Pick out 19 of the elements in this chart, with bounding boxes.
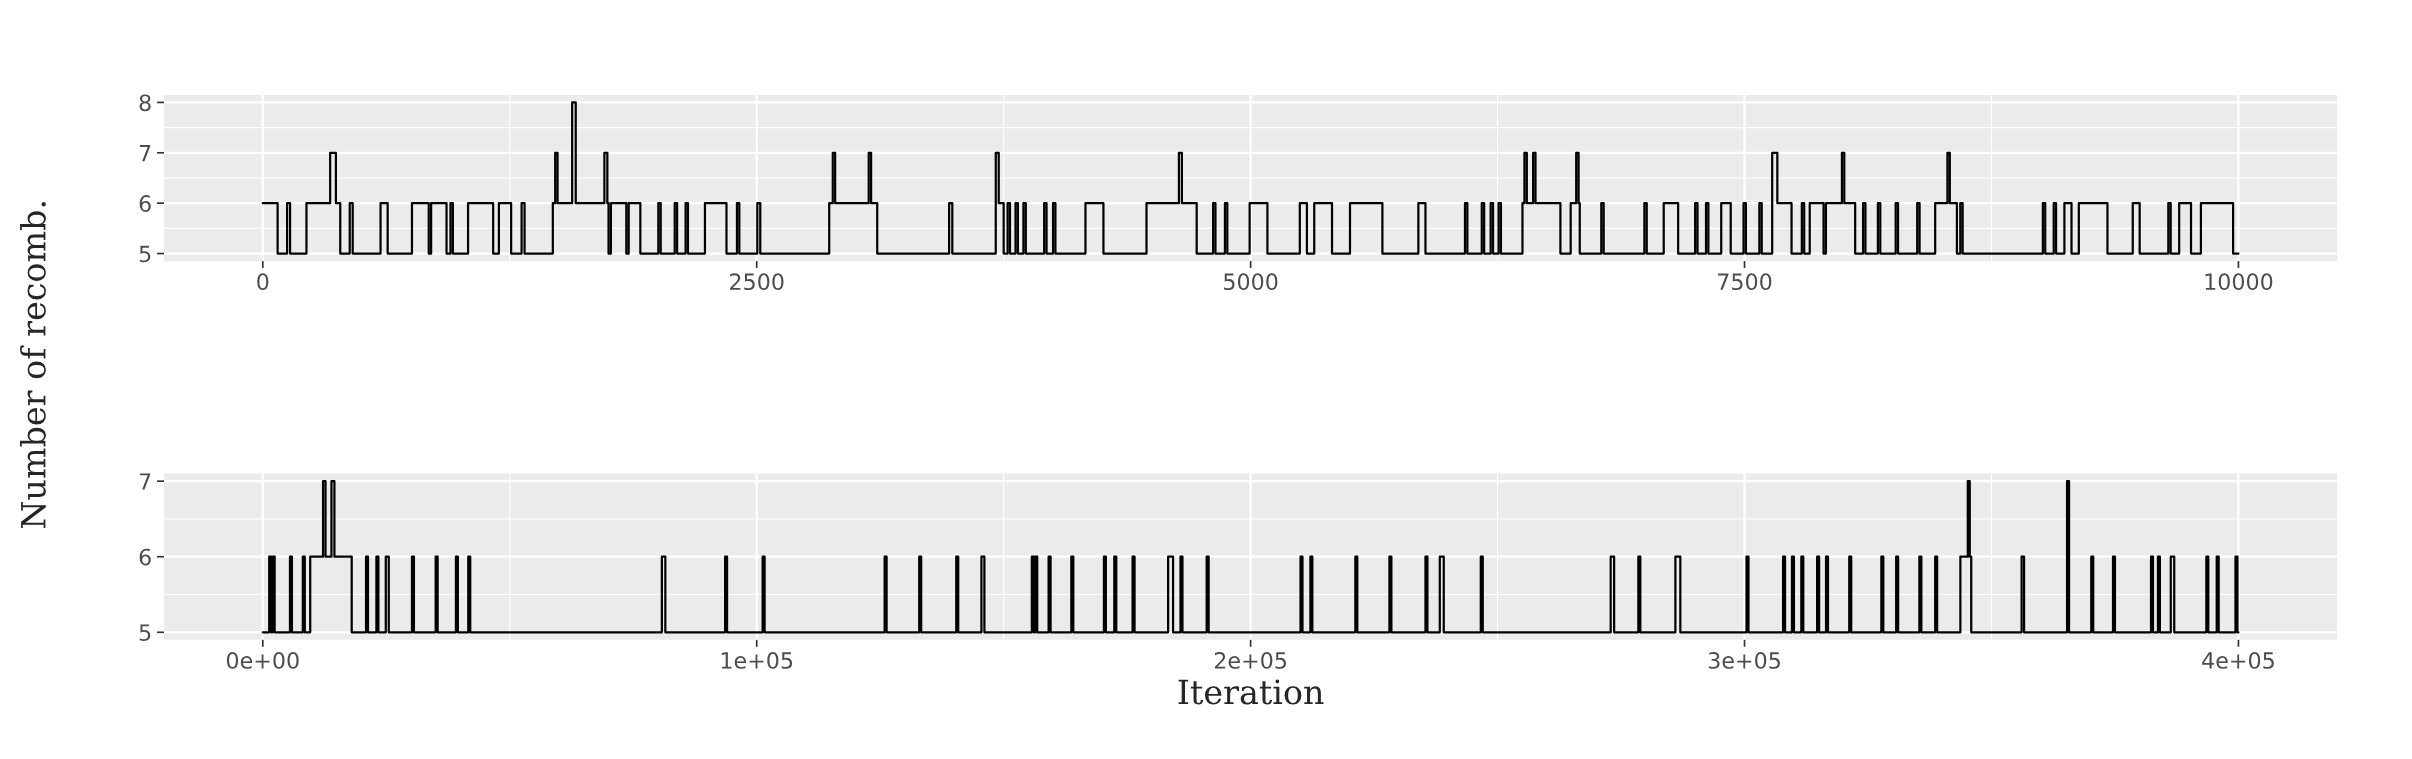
x-tick-label: 0e+00 — [226, 652, 299, 669]
y-tick-label: 6 — [139, 548, 151, 566]
y-tick-label: 6 — [139, 195, 151, 212]
x-axis-title: Iteration — [1178, 679, 1324, 705]
x-tick-label: 7500 — [1718, 273, 1772, 291]
x-tick-label: 5000 — [1224, 273, 1278, 291]
x-tick-label: 0 — [257, 273, 269, 291]
x-tick-label: 2e+05 — [1214, 652, 1287, 669]
y-axis-title: Number of recomb. — [20, 202, 46, 529]
x-tick-label: 1e+05 — [721, 652, 793, 669]
y-tick-label: 7 — [139, 145, 151, 162]
x-tick-label: 3e+05 — [1708, 652, 1780, 669]
y-tick-label: 5 — [139, 245, 151, 263]
y-tick-label: 8 — [139, 94, 151, 112]
y-tick-label: 7 — [139, 473, 151, 490]
x-tick-label: 2500 — [730, 273, 784, 291]
x-tick-label: 10000 — [2205, 273, 2273, 291]
y-tick-label: 5 — [139, 624, 151, 642]
x-tick-label: 4e+05 — [2202, 652, 2274, 669]
